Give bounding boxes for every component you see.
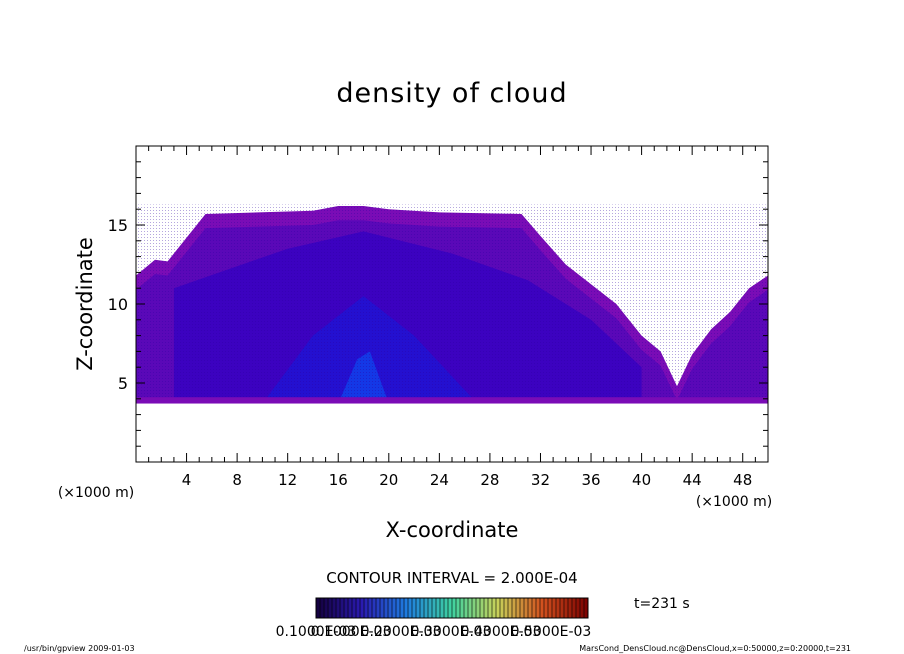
colorbar-label: 0.2000E-03 [361, 624, 442, 640]
colorbar-label: 0.3000E-03 [411, 624, 492, 640]
x-tick-label: 32 [531, 471, 550, 489]
x-tick-label: 20 [379, 471, 398, 489]
contour-interval: CONTOUR INTERVAL = 2.000E-04 [326, 569, 577, 587]
x-tick-label: 48 [733, 471, 752, 489]
colorbar-label: 0.1000E-03 [311, 624, 392, 640]
y-axis-ticks: 5 10 15 [108, 161, 768, 447]
x-tick-label: 4 [182, 471, 192, 489]
chart-title: density of cloud [336, 78, 567, 109]
y-tick-label: 10 [108, 295, 128, 314]
colorbar-label: 0.4000E-03 [461, 624, 542, 640]
x-axis-label: X-coordinate [386, 518, 519, 542]
x-unit-right: (×1000 m) [696, 494, 772, 510]
x-tick-label: 8 [232, 471, 242, 489]
cloud-base-band [136, 397, 768, 404]
x-tick-label: 40 [632, 471, 651, 489]
cloud-texture [136, 204, 768, 404]
x-tick-label: 44 [683, 471, 702, 489]
x-axis-ticks: 4 8 12 16 20 24 28 32 36 40 44 48 [148, 146, 756, 489]
colorbar-cells [319, 598, 585, 618]
y-axis-label: Z-coordinate [73, 237, 97, 371]
x-tick-label: 28 [480, 471, 499, 489]
footer-left: /usr/bin/gpview 2009-01-03 [24, 644, 135, 653]
y-tick-label: 15 [108, 216, 128, 235]
x-tick-label: 24 [430, 471, 449, 489]
colorbar-label: 0.5000E-03 [511, 624, 592, 640]
footer-right: MarsCond_DensCloud.nc@DensCloud,x=0:5000… [579, 644, 851, 653]
x-tick-label: 16 [329, 471, 348, 489]
x-unit-left: (×1000 m) [58, 485, 134, 501]
colorbar-labels: 0.1000E-030.1000E-030.2000E-030.3000E-03… [276, 624, 592, 640]
y-tick-label: 5 [118, 374, 128, 393]
x-tick-label: 12 [278, 471, 297, 489]
colorbar-label: 0.1000E-03 [276, 624, 357, 640]
x-tick-label: 36 [581, 471, 600, 489]
time-label: t=231 s [634, 596, 690, 612]
plot-area [136, 204, 768, 404]
